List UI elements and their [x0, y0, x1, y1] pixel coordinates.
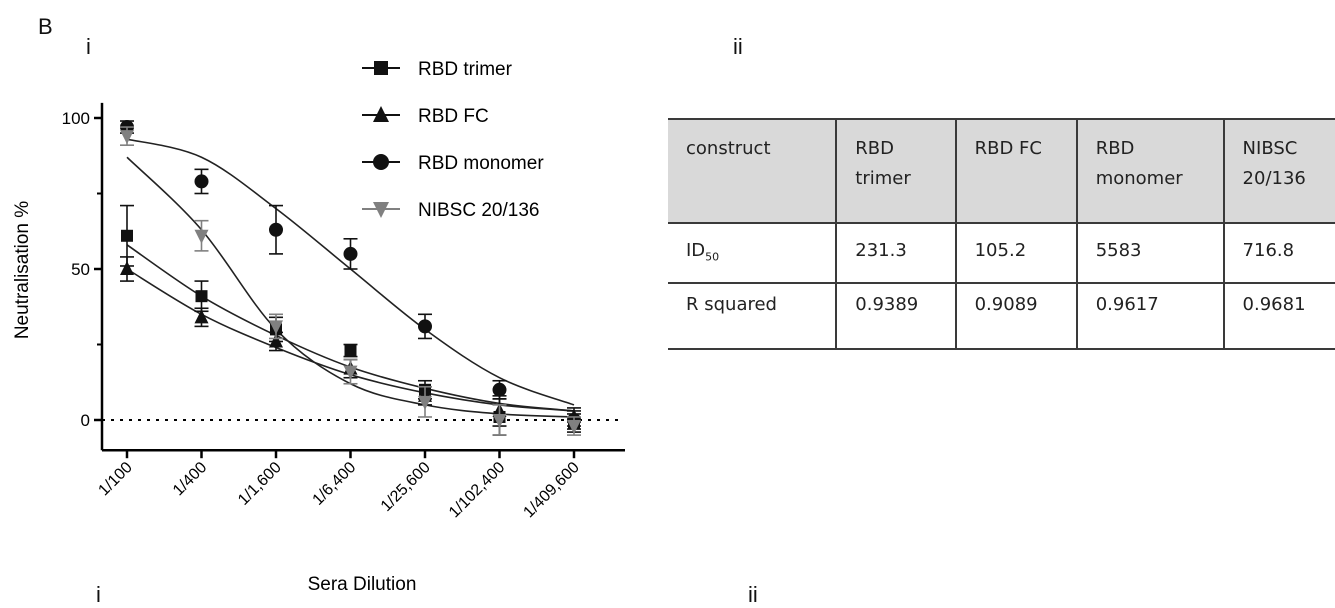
fit-curve [126, 268, 575, 412]
data-point [492, 414, 507, 428]
x-tick-label: 1/400 [170, 459, 210, 499]
data-point [418, 319, 432, 334]
legend-marker [373, 202, 389, 218]
legend-label: RBD trimer [418, 59, 513, 80]
table-cell: 231.3 [835, 222, 957, 284]
table-row-label: ID50 [668, 222, 838, 284]
legend-marker [373, 154, 389, 170]
data-point [120, 130, 134, 145]
table-header-cell: NIBSC 20/136 [1223, 118, 1335, 224]
x-tick-label: 1/25,600 [378, 459, 434, 515]
x-tick-label: 1/6,400 [310, 459, 360, 509]
table-row: R squared 0.9389 0.9089 0.9617 0.9681 [668, 282, 1335, 350]
y-axis-title: Neutralisation % [12, 201, 33, 339]
data-point [269, 320, 283, 335]
table-cell: 0.9617 [1076, 282, 1225, 350]
table-cell: 5583 [1076, 222, 1225, 284]
data-point [194, 174, 209, 189]
data-point [194, 309, 209, 324]
table-row: ID50 231.3 105.2 5583 716.8 [668, 222, 1335, 284]
subpanel-label-i-bottom: i [96, 582, 101, 607]
legend-label: NIBSC 20/136 [418, 200, 539, 221]
legend-marker [374, 61, 388, 75]
table-header-cell: RBD monomer [1076, 118, 1225, 224]
data-point [269, 333, 283, 348]
y-tick-label: 0 [81, 411, 90, 430]
data-point [269, 222, 283, 237]
data-point [194, 229, 209, 244]
table-header-cell: RBD trimer [835, 118, 957, 224]
subpanel-label-ii: ii [733, 34, 743, 59]
y-tick-label: 50 [71, 260, 90, 279]
table-header-row: construct RBD trimer RBD FC RBD monomer NI… [668, 118, 1335, 224]
data-point [195, 290, 208, 303]
results-table-wrapper: construct RBD trimer RBD FC RBD monomer NI… [668, 118, 1335, 350]
data-point [344, 344, 357, 357]
results-table: construct RBD trimer RBD FC RBD monomer NI… [668, 118, 1335, 350]
table-cell: 0.9389 [835, 282, 957, 350]
data-point [343, 365, 358, 380]
x-tick-label: 1/100 [95, 459, 135, 499]
subpanel-label-ii-bottom: ii [748, 582, 758, 607]
x-tick-label: 1/409,600 [520, 459, 582, 521]
x-tick-label: 1/1,600 [235, 459, 285, 509]
legend-label: RBD FC [418, 106, 489, 127]
table-cell: 0.9089 [955, 282, 1078, 350]
data-point [492, 382, 507, 397]
legend-label: RBD monomer [418, 153, 544, 174]
x-axis-title: Sera Dilution [308, 574, 417, 595]
legend-marker [373, 106, 389, 122]
table-cell: 0.9681 [1223, 282, 1335, 350]
data-point [121, 229, 133, 242]
table-header-cell: construct [668, 118, 838, 224]
data-point [120, 261, 134, 275]
table-cell: 105.2 [955, 222, 1078, 284]
table-header-cell: RBD FC [955, 118, 1078, 224]
data-point [343, 246, 358, 261]
x-tick-label: 1/102,400 [446, 459, 508, 521]
panel-letter: B [38, 14, 53, 39]
subpanel-label-i: i [86, 34, 91, 59]
table-row-label: R squared [668, 282, 838, 350]
y-tick-label: 100 [62, 109, 90, 128]
table-cell: 716.8 [1223, 222, 1335, 284]
data-point [567, 420, 581, 435]
data-point [418, 395, 432, 410]
